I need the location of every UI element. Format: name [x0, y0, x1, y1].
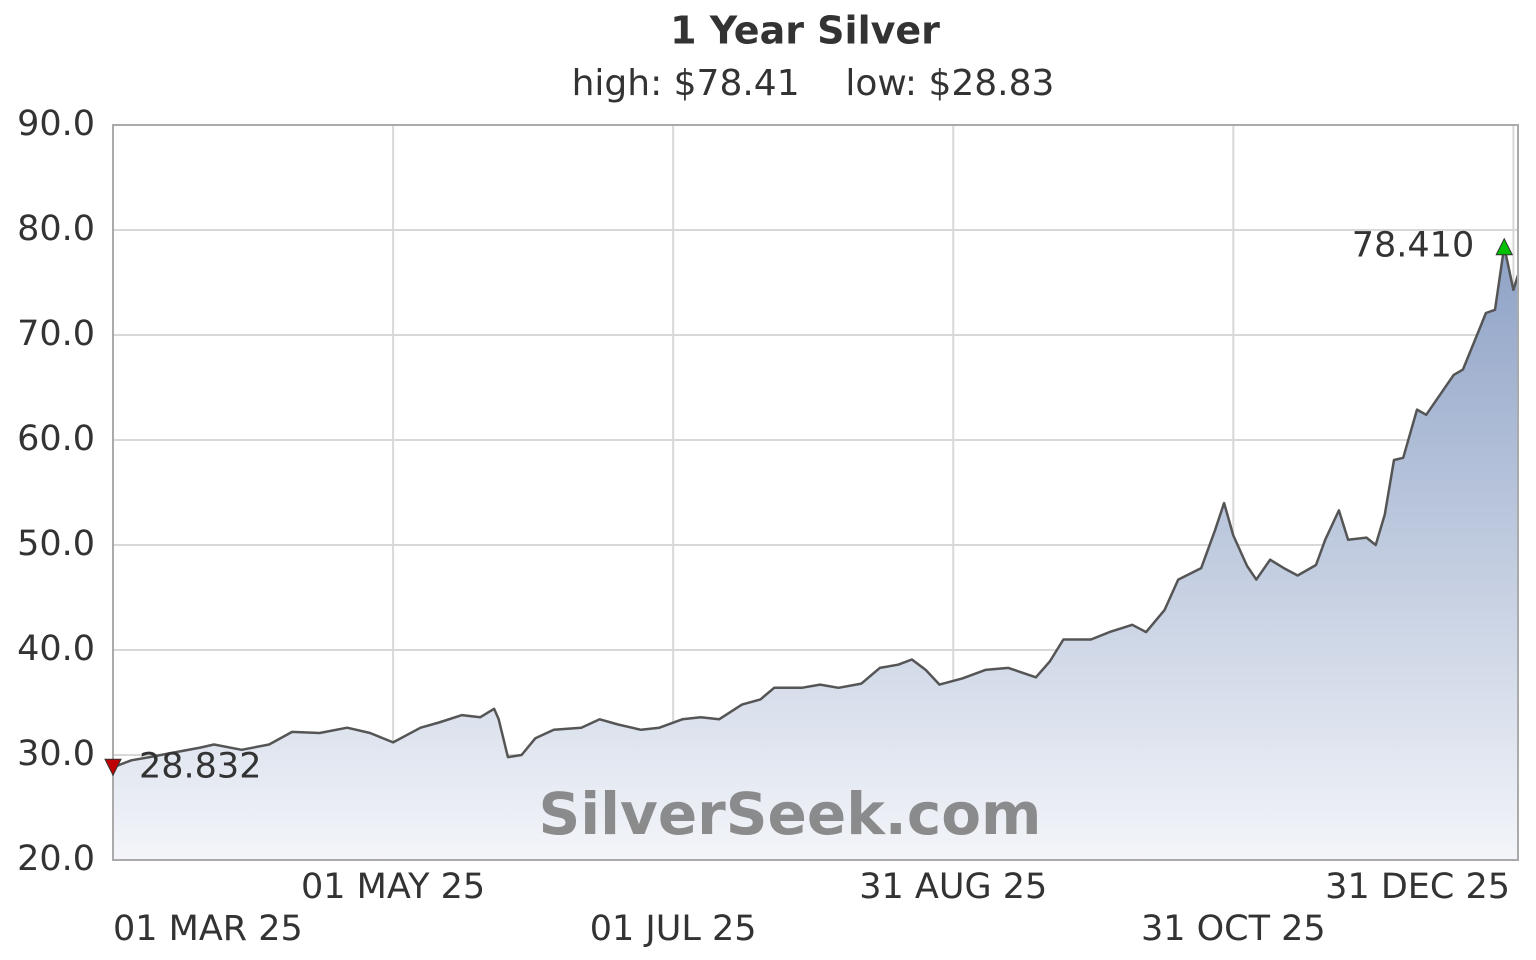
extreme-marker: [104, 758, 122, 777]
x-tick-label: 31 DEC 25: [1325, 867, 1510, 907]
watermark: SilverSeek.com: [539, 780, 1042, 848]
price-line: [112, 245, 1520, 769]
y-tick-label: 90.0: [17, 104, 95, 144]
y-tick-label: 40.0: [17, 629, 95, 669]
y-tick-label: 30.0: [17, 734, 95, 774]
y-tick-label: 80.0: [17, 209, 95, 249]
y-tick-label: 60.0: [17, 419, 95, 459]
x-tick-label: 01 JUL 25: [590, 909, 757, 949]
y-tick-label: 50.0: [17, 524, 95, 564]
x-tick-label: 31 OCT 25: [1141, 909, 1326, 949]
chart-title: 1 Year Silver: [670, 9, 940, 53]
area: [113, 246, 1518, 860]
x-tick-label: 31 AUG 25: [859, 867, 1047, 907]
chart-subtitle: high: $78.41 low: $28.83: [572, 63, 1055, 104]
plot-border: [112, 124, 1519, 861]
extreme-marker: [1495, 237, 1514, 256]
y-tick-label: 70.0: [17, 314, 95, 354]
extreme-label: 78.410: [1352, 226, 1474, 266]
x-tick-label: 01 MAR 25: [113, 909, 303, 949]
extreme-label: 28.832: [139, 746, 261, 786]
x-tick-label: 01 MAY 25: [301, 867, 485, 907]
y-tick-label: 20.0: [17, 839, 95, 879]
